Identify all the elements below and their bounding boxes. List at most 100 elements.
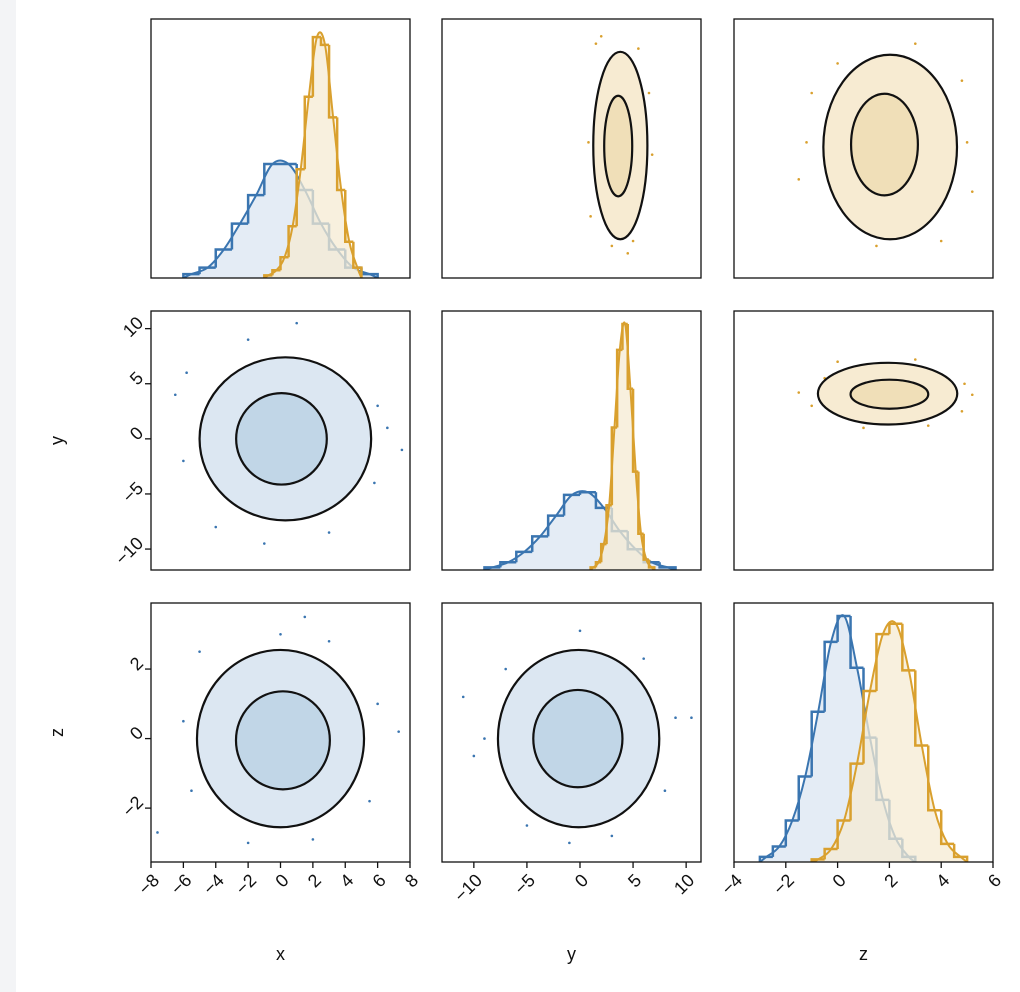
scatter-point xyxy=(376,404,379,408)
histogram-step xyxy=(862,689,877,764)
panel xyxy=(182,31,379,278)
scatter-point xyxy=(836,62,839,65)
scatter-point xyxy=(647,91,651,95)
panel xyxy=(173,321,404,545)
histogram-step xyxy=(914,670,929,747)
x-axis-label: x xyxy=(276,944,285,964)
histogram-step xyxy=(344,189,354,243)
scatter-point xyxy=(327,639,331,643)
scatter-point xyxy=(190,789,193,793)
scatter-point xyxy=(650,153,654,156)
histogram-step xyxy=(823,640,838,712)
scatter-point xyxy=(862,426,865,430)
contour xyxy=(603,94,634,198)
side-strip xyxy=(0,0,16,992)
scatter-point xyxy=(214,525,218,529)
panel xyxy=(461,629,693,845)
scatter-point xyxy=(182,459,185,463)
scatter-point xyxy=(295,321,298,325)
contour xyxy=(849,378,930,410)
scatter-point xyxy=(373,481,376,485)
panel xyxy=(797,358,974,430)
scatter-point xyxy=(589,215,592,218)
scatter-point xyxy=(663,789,667,793)
scatter-point xyxy=(970,393,974,397)
scatter-point xyxy=(960,409,964,413)
density-line xyxy=(811,620,968,862)
scatter-point xyxy=(327,531,331,534)
scatter-point xyxy=(311,838,315,841)
histogram-step xyxy=(631,388,639,473)
histogram-step xyxy=(546,514,565,537)
histogram-step xyxy=(303,95,313,170)
panel-frame xyxy=(150,18,411,279)
scatter-point xyxy=(970,190,974,193)
scatter-point xyxy=(939,239,943,243)
histogram-step xyxy=(327,44,338,119)
histogram-step xyxy=(875,632,890,692)
histogram-step xyxy=(319,37,330,47)
histogram-step xyxy=(295,167,305,227)
histogram-step xyxy=(784,819,799,847)
panel xyxy=(758,614,969,862)
histogram-step xyxy=(621,322,628,350)
panel xyxy=(797,42,974,248)
panel-frame xyxy=(733,18,994,279)
y-axis-label: y xyxy=(47,436,67,445)
histogram-step xyxy=(335,117,346,192)
scatter-point xyxy=(926,424,930,427)
scatter-point xyxy=(610,244,614,248)
histogram-step xyxy=(499,560,517,568)
scatter-point xyxy=(805,141,808,144)
scatter-point xyxy=(368,799,371,803)
scatter-point xyxy=(303,615,307,619)
scatter-point xyxy=(386,426,389,430)
scatter-point xyxy=(279,632,282,636)
histogram-step xyxy=(615,348,623,428)
histogram-step xyxy=(279,256,289,271)
scatter-point xyxy=(504,667,507,671)
scatter-point xyxy=(914,42,917,45)
contour xyxy=(234,690,331,791)
scatter-point xyxy=(875,244,878,248)
histogram-step xyxy=(771,845,786,857)
scatter-point xyxy=(156,831,159,834)
scatter-point xyxy=(836,360,839,363)
histogram-step xyxy=(594,560,602,568)
histogram-step xyxy=(658,562,677,570)
scatter-point xyxy=(568,841,571,845)
scatter-point xyxy=(578,629,582,633)
contour xyxy=(532,688,624,789)
histogram-step xyxy=(758,855,773,862)
histogram-step xyxy=(939,810,955,846)
histogram-step xyxy=(311,35,321,97)
histogram-step xyxy=(952,843,969,862)
histogram-step xyxy=(263,274,273,278)
histogram-step xyxy=(599,542,607,563)
scatter-point xyxy=(914,358,917,361)
x-axis-label: y xyxy=(567,944,576,964)
histogram-step xyxy=(515,550,533,563)
scatter-point xyxy=(376,702,379,706)
scatter-point xyxy=(587,141,590,144)
histogram-step xyxy=(530,535,549,552)
histogram-step xyxy=(849,762,864,821)
histogram-step xyxy=(836,819,851,850)
histogram-step xyxy=(605,504,612,545)
contour xyxy=(849,92,919,197)
scatter-point xyxy=(610,834,614,838)
histogram-step xyxy=(901,623,916,672)
histogram-step xyxy=(352,241,363,278)
histogram-step xyxy=(182,272,200,278)
histogram-step xyxy=(483,566,501,570)
scatter-point xyxy=(263,542,266,545)
histogram-step xyxy=(263,162,281,196)
scatter-point xyxy=(965,141,969,144)
scatter-point xyxy=(960,79,964,82)
histogram-step xyxy=(836,614,851,642)
histogram-step xyxy=(927,745,942,812)
scatter-point xyxy=(182,719,185,723)
histogram-step xyxy=(637,471,644,535)
contour xyxy=(235,392,328,486)
histogram-step xyxy=(198,266,216,275)
